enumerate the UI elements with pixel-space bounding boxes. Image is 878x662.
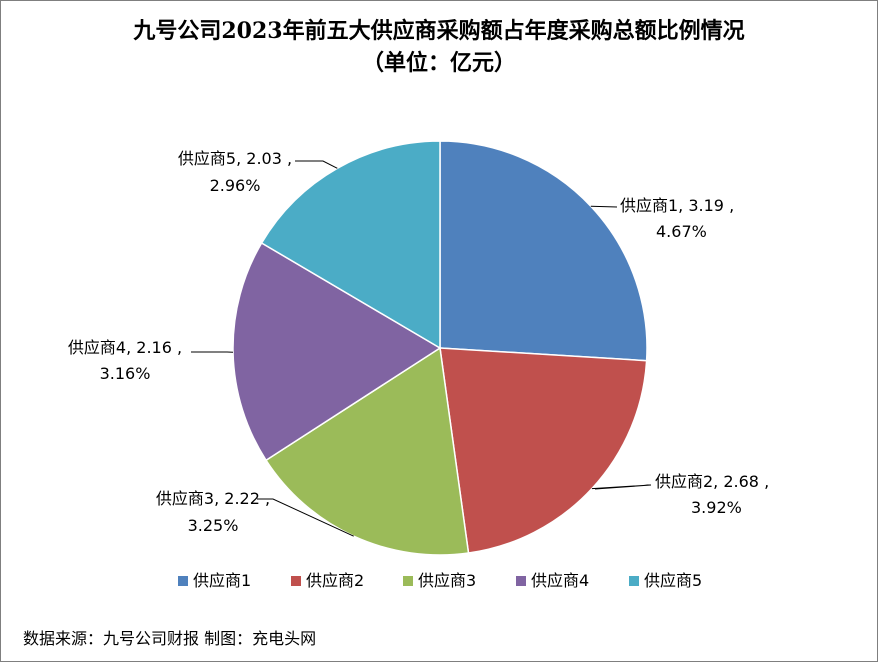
data-label-percent-3: 3.25% — [188, 516, 239, 535]
data-label-3: 供应商3, 2.22 , — [156, 489, 270, 508]
legend-label-3: 供应商3 — [418, 571, 476, 590]
leader-line-1 — [590, 205, 618, 208]
pie-slice-1 — [439, 140, 648, 362]
legend-label-1: 供应商1 — [193, 571, 251, 590]
pie-slice-3 — [265, 346, 470, 556]
legend-swatch-2 — [291, 576, 301, 586]
data-label-2: 供应商2, 2.68 , — [655, 472, 769, 491]
legend-item-5: 供应商5 — [629, 571, 702, 590]
legend-item-2: 供应商2 — [291, 571, 364, 590]
leader-line-3 — [257, 498, 354, 537]
legend-item-4: 供应商4 — [516, 571, 589, 590]
data-labels: 供应商1, 3.19 , 4.67% 供应商2, 2.68 , 3.92% 供应商3, … — [68, 149, 769, 535]
data-label-percent-4: 3.16% — [100, 364, 151, 383]
data-label-percent-1: 4.67% — [656, 222, 707, 241]
chart-title-main: 九号公司2023年前五大供应商采购额占年度采购总额比例情况 — [133, 18, 745, 44]
pie-slice-2 — [439, 347, 648, 554]
legend-label-5: 供应商5 — [644, 571, 702, 590]
legend-swatch-3 — [403, 576, 413, 586]
chart-title: 九号公司2023年前五大供应商采购额占年度采购总额比例情况 （单位：亿元） — [1, 15, 877, 79]
leader-lines — [191, 160, 652, 537]
data-label-percent-2: 3.92% — [691, 498, 742, 517]
legend: 供应商1 供应商2 供应商3 供应商4 供应商5 — [178, 571, 702, 590]
data-label-percent-5: 2.96% — [210, 176, 261, 195]
leader-line-2 — [591, 484, 652, 490]
data-label-1: 供应商1, 3.19 , — [620, 196, 734, 215]
chart-subtitle: （单位：亿元） — [361, 50, 516, 76]
legend-swatch-4 — [516, 576, 526, 586]
data-label-4: 供应商4, 2.16 , — [68, 338, 182, 357]
legend-item-3: 供应商3 — [403, 571, 476, 590]
pie-slice-4 — [232, 241, 442, 462]
source-note: 数据来源：九号公司财报 制图：充电头网 — [23, 629, 317, 648]
legend-label-4: 供应商4 — [531, 571, 589, 590]
pie-slices — [232, 140, 648, 556]
legend-item-1: 供应商1 — [178, 571, 251, 590]
leader-line-5 — [295, 160, 338, 169]
legend-swatch-1 — [178, 576, 188, 586]
legend-swatch-5 — [629, 576, 639, 586]
legend-label-2: 供应商2 — [306, 571, 364, 590]
data-label-5: 供应商5, 2.03 , — [178, 149, 292, 168]
